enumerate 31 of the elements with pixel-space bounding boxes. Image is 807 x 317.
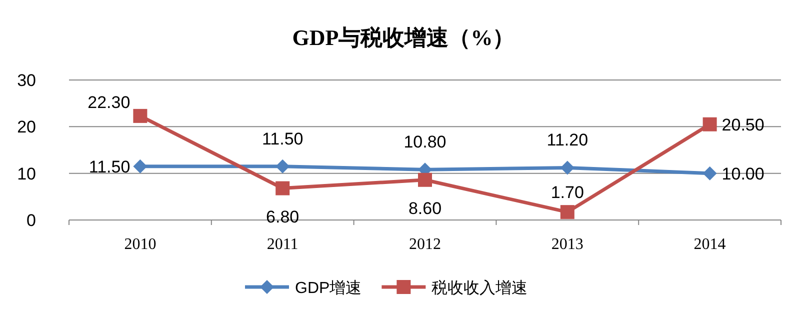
legend-label: 税收收入增速 <box>432 279 528 297</box>
point <box>560 160 574 175</box>
text: 22.30 <box>88 92 130 112</box>
text: 11.20 <box>546 130 588 150</box>
point <box>133 108 148 123</box>
y-tick-label: 10 <box>17 164 36 184</box>
point <box>276 159 290 174</box>
text: 10.80 <box>404 132 446 152</box>
x-tick-label: 2011 <box>266 236 298 253</box>
point <box>133 159 148 174</box>
x-tick-label: 2012 <box>409 236 441 253</box>
title: GDP与税收增速（%） <box>292 25 515 50</box>
text: 8.60 <box>408 198 442 218</box>
point <box>276 181 290 196</box>
text: 6.80 <box>266 207 300 226</box>
x-tick-label: 2010 <box>124 236 156 253</box>
x-tick-label: 2014 <box>694 236 726 253</box>
x-tick-label: 2013 <box>551 236 584 253</box>
legend-label: GDP增速 <box>295 279 362 297</box>
text: 20.50 <box>722 115 764 134</box>
text: 11.50 <box>88 157 130 176</box>
y-tick-label: 0 <box>26 211 36 230</box>
point <box>560 205 574 220</box>
point <box>702 166 717 180</box>
text: 11.50 <box>262 129 304 148</box>
y-tick-label: 20 <box>17 118 36 137</box>
point <box>418 172 432 187</box>
text: 10.00 <box>722 164 764 184</box>
point <box>702 117 717 132</box>
text: 1.70 <box>550 183 584 202</box>
y-tick-label: 30 <box>17 71 36 90</box>
